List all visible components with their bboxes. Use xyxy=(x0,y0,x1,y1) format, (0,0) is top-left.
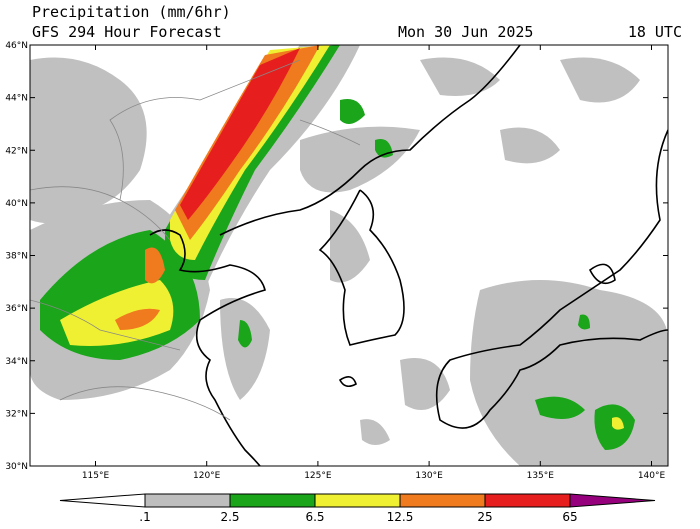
very-heavy-rain xyxy=(115,45,320,330)
colorbar-label: .1 xyxy=(139,510,150,524)
lat-label: 42°N xyxy=(5,146,28,156)
lat-label: 40°N xyxy=(5,199,28,209)
date: Mon 30 Jun 2025 xyxy=(398,23,533,41)
lon-label: 115°E xyxy=(82,471,110,481)
colorbar-label: 2.5 xyxy=(220,510,239,524)
title: Precipitation (mm/6hr) xyxy=(32,3,231,21)
coastline xyxy=(149,45,668,466)
lat-label: 32°N xyxy=(5,409,28,419)
colorbar-label: 12.5 xyxy=(387,510,414,524)
colorbar: .1 2.5 6.5 12.5 25 65 xyxy=(59,493,656,524)
lat-label: 46°N xyxy=(5,41,28,51)
colorbar-segment xyxy=(144,493,231,508)
lat-label: 36°N xyxy=(5,304,28,314)
lon-label: 140°E xyxy=(638,471,666,481)
lat-label: 34°N xyxy=(5,357,28,367)
colorbar-end xyxy=(59,493,146,508)
borders xyxy=(30,59,361,421)
lat-label: 44°N xyxy=(5,94,28,104)
colorbar-label: 65 xyxy=(562,510,577,524)
colorbar-segment xyxy=(229,493,316,508)
colorbar-label: 6.5 xyxy=(305,510,324,524)
colorbar-segment xyxy=(314,493,401,508)
lon-label: 120°E xyxy=(193,471,221,481)
extreme-rain xyxy=(180,48,300,220)
subtitle: GFS 294 Hour Forecast xyxy=(32,23,222,41)
lat-label: 38°N xyxy=(5,252,28,262)
lat-label: 30°N xyxy=(5,462,28,472)
colorbar-segment xyxy=(399,493,486,508)
colorbar-segment xyxy=(484,493,571,508)
lon-label: 135°E xyxy=(527,471,555,481)
colorbar-end xyxy=(569,493,656,508)
time: 18 UTC xyxy=(628,23,682,41)
lon-label: 130°E xyxy=(415,471,443,481)
map-area xyxy=(30,45,668,466)
colorbar-label: 25 xyxy=(477,510,492,524)
lon-label: 125°E xyxy=(304,471,332,481)
